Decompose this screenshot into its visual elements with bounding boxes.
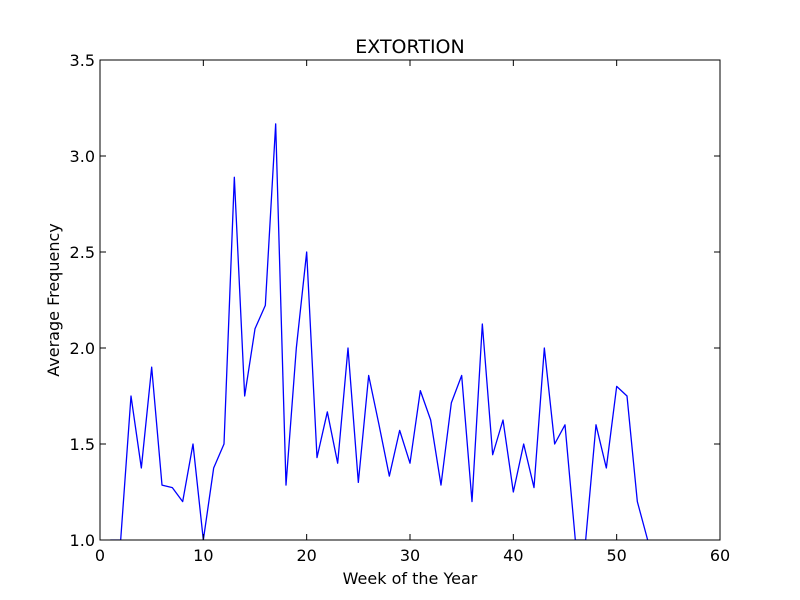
x-tick-label: 50 [606,546,626,565]
y-tick-label: 1.5 [70,435,95,454]
y-tick-label: 2.0 [70,339,95,358]
x-tick-label: 30 [400,546,420,565]
x-tick-label: 40 [503,546,523,565]
ticks-layer: 0 10 20 30 40 50 60 1.0 1.5 2.0 2.5 3.0 3.5 [70,51,731,565]
y-tick-label: 3.5 [70,51,95,70]
x-tick-label: 60 [710,546,730,565]
series-layer [110,123,649,540]
y-tick-label: 3.0 [70,147,95,166]
y-tick-label: 1.0 [70,531,95,550]
plot-area [100,60,720,540]
x-tick-label: 10 [193,546,213,565]
x-tick-label: 0 [95,546,105,565]
x-axis-label: Week of the Year [343,569,478,588]
y-axis-label: Average Frequency [44,223,63,376]
y-tick-label: 2.5 [70,243,95,262]
chart-title: EXTORTION [355,36,464,58]
x-tick-label: 20 [296,546,316,565]
series-line-0 [110,123,649,540]
